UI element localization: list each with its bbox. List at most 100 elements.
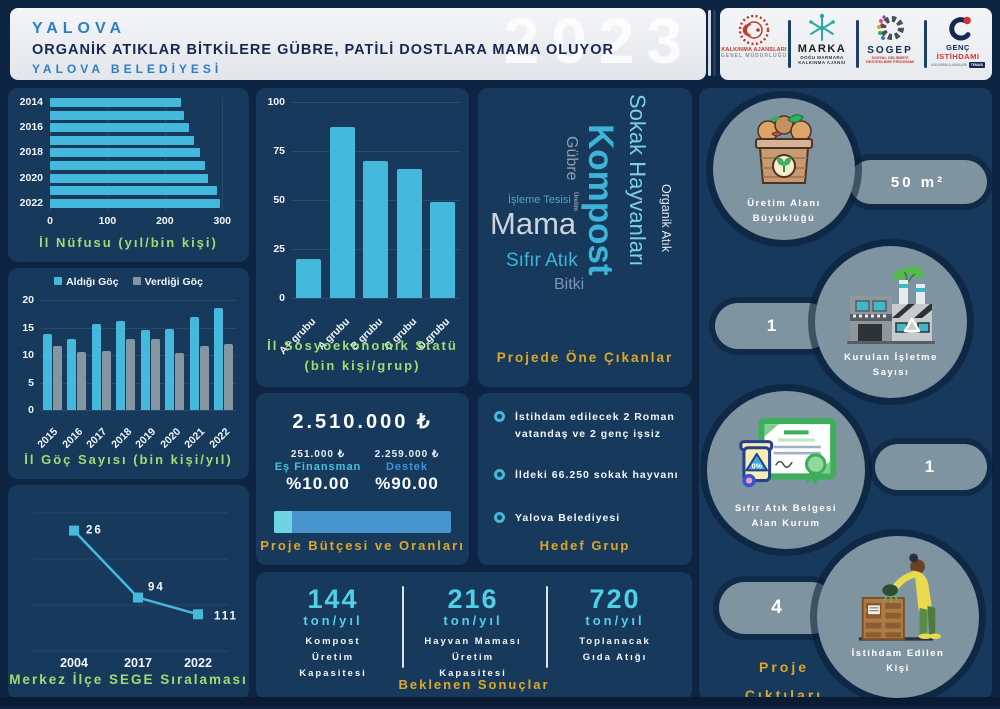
- bullet-ring-icon: [494, 411, 505, 422]
- y-tick-label: 2020: [19, 171, 43, 184]
- target-group-item: Yalova Belediyesi: [494, 510, 680, 527]
- header-divider: [713, 10, 716, 76]
- support-bar-segment: [291, 511, 451, 533]
- result-label: Toplanacak Gıda Atığı: [579, 636, 651, 664]
- cofinance-label: Eş Finansman: [274, 461, 362, 473]
- ses-bar-chart: 0 25 50 75 100 A+ grubu A grubu B grubu C grubu D…: [262, 94, 463, 357]
- x-tick-label: 200: [156, 215, 174, 228]
- result-value: 144: [307, 584, 359, 614]
- y-tick-label: 20: [22, 294, 34, 306]
- budget-cofinance: 251.000 ₺ Eş Finansman %10.00: [270, 449, 366, 494]
- logo-text: GENÇ: [946, 43, 970, 52]
- project-title: ORGANİK ATIKLAR BİTKİLERE GÜBRE, PATİLİ …: [32, 42, 614, 58]
- gridline: [40, 410, 236, 411]
- result-label: Hayvan Maması Üretim Kapasitesi: [424, 636, 522, 680]
- production-area-circle: Üretim Alanı Büyüklüğü: [713, 98, 855, 240]
- y-tick-label: 100: [267, 96, 285, 108]
- cofinance-percent: %10.00: [286, 474, 350, 493]
- result-label: Kompost Üretim Kapasitesi: [299, 636, 367, 680]
- budget-title: Proje Bütçesi ve Oranları: [260, 538, 465, 553]
- budget-ratio-bar: [274, 511, 451, 533]
- y-tick-label: 15: [22, 321, 34, 334]
- bar: [50, 110, 185, 120]
- expected-results-panel: 144 ton/yıl Kompost Üretim Kapasitesi 21…: [256, 572, 692, 700]
- gridline: [40, 382, 236, 384]
- support-amount: 2.259.000 ₺: [374, 449, 440, 460]
- wordcloud-word: Mama: [490, 206, 577, 241]
- facility-count-value: 1: [766, 316, 780, 335]
- y-tick-label: 75: [273, 145, 285, 157]
- svg-text:0%: 0%: [752, 462, 763, 470]
- composting-person-icon: [858, 553, 942, 641]
- logo-footnote: KALKINMA AJANSLARI TEMASI: [931, 62, 985, 68]
- zero-waste-circle: 0% Sıfır Atık Belgesi Alan Kurum: [707, 391, 865, 549]
- wordcloud-word: İşleme Tesisi: [508, 194, 571, 206]
- result-unit: ton/yıl: [443, 613, 503, 628]
- x-tick-label: 0: [47, 215, 53, 228]
- sege-line-chart: 26 94 111 2004 2017 2022: [16, 489, 241, 671]
- logo-text: GENEL MÜDÜRLÜĞÜ: [720, 53, 788, 59]
- zero-waste-count-pill: 1: [875, 444, 987, 490]
- bar-aldigi: [116, 320, 125, 410]
- wordcloud-word: Kompost: [581, 124, 620, 276]
- production-area-label: Üretim Alanı Büyüklüğü: [747, 197, 821, 224]
- production-area-value-pill: 50 m²: [849, 160, 987, 204]
- x-tick-label: 2022: [184, 656, 212, 670]
- support-percent: %90.00: [375, 474, 439, 493]
- logo-text: SOSYAL GELİŞMEYİ: [871, 56, 909, 60]
- cofinance-bar-segment: [274, 511, 292, 533]
- facility-count-pill: 1: [715, 303, 831, 349]
- bar: [363, 160, 389, 298]
- bar-aldigi: [91, 323, 101, 410]
- target-group-text: İldeki 66.250 sokak hayvanı: [515, 469, 679, 481]
- bar: [396, 168, 422, 298]
- compost-box-icon: [755, 114, 813, 184]
- certificate-icon: 0%: [739, 418, 837, 488]
- ses-chart-title: İl Sosyoekonomik Statü (bin kişi/grup): [267, 338, 458, 373]
- result-value: 216: [447, 584, 499, 614]
- migration-panel: Aldığı Göç Verdiği Göç 0 5 10 15 20 2015 2016 2…: [8, 268, 249, 479]
- header-divider: [708, 10, 711, 76]
- logo-text: MARKA: [797, 43, 847, 55]
- bar-aldigi: [165, 329, 174, 410]
- sege-svg: 26 94 111 2004 2017 2022: [34, 512, 236, 670]
- bar-verdigi: [175, 353, 184, 410]
- legend-swatch-cyan: [54, 277, 63, 285]
- bar-aldigi: [140, 330, 150, 410]
- x-tick-label: 2017: [124, 656, 152, 670]
- budget-support: 2.259.000 ₺ Destek %90.00: [359, 449, 455, 494]
- result-unit: ton/yıl: [585, 613, 645, 628]
- budget-total: 2.510.000 ₺: [292, 411, 433, 433]
- bar: [50, 173, 209, 183]
- facility-label: Kurulan İşletme Sayısı: [844, 351, 938, 378]
- outputs-panel: 50 m² Üretim Alanı Büyüklüğü 1: [699, 88, 992, 703]
- gridline: [40, 355, 236, 356]
- gridline: [292, 151, 460, 152]
- facility-circle: Kurulan İşletme Sayısı: [815, 246, 967, 398]
- y-tick-label: 25: [273, 243, 285, 255]
- population-chart-title: İl Nüfusu (yıl/bin kişi): [39, 234, 218, 250]
- target-group-item: İstihdam edilecek 2 Roman vatandaş ve 2 …: [494, 409, 680, 444]
- logo-text: İSTİHDAMI: [936, 52, 980, 61]
- logo-text: TEMASI: [968, 62, 985, 68]
- target-group-title: Hedef Grup: [539, 538, 631, 553]
- population-panel: 0 100 200 300 2014 2016 2018 2020 2022 İl Nüfusu…: [8, 88, 249, 262]
- logo-marka: MARKA DOĞU MARMARA KALKINMA AJANSI: [788, 8, 856, 80]
- logo-separator: [924, 20, 927, 68]
- bar: [296, 258, 321, 298]
- bar: [50, 186, 218, 196]
- bar: [50, 123, 189, 133]
- target-group-panel: İstihdam edilecek 2 Roman vatandaş ve 2 …: [478, 393, 692, 565]
- population-chart: 0 100 200 300 2014 2016 2018 2020 2022: [16, 92, 241, 228]
- wordcloud-title: Projede Öne Çıkanlar: [496, 350, 674, 365]
- divider: [402, 586, 404, 668]
- y-tick-label: 0: [28, 404, 34, 416]
- legend-label: Aldığı Göç: [66, 276, 119, 288]
- logo-sogep: SOGEP SOSYAL GELİŞMEYİ DESTEKLEME PROGRA…: [856, 8, 924, 80]
- data-label: 26: [86, 525, 103, 537]
- logo-text: KALKINMA AJANSLARI: [721, 47, 787, 53]
- city-title: YALOVA: [32, 20, 127, 37]
- result-unit: ton/yıl: [303, 613, 363, 628]
- target-group-text: Yalova Belediyesi: [515, 512, 621, 524]
- bullet-ring-icon: [494, 469, 505, 480]
